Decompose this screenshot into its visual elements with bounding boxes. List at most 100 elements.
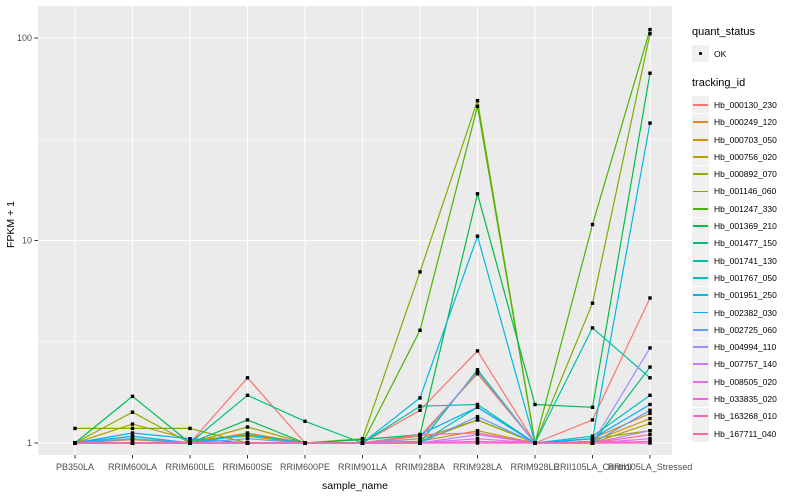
legend-entry-label: Hb_000892_070 — [714, 169, 777, 180]
line-swatch-icon — [692, 182, 709, 200]
line-chart: 1 10 100 PB350LA RRIM600LA RRIM600LE RRIM600SE… — [5, 6, 692, 492]
legend-entry-Hb_001951_250: Hb_001951_250 — [692, 286, 798, 304]
line-swatch-icon — [692, 148, 709, 166]
data-point — [590, 301, 595, 305]
legend-entry-Hb_000703_050: Hb_000703_050 — [692, 131, 798, 149]
y-tick-label: 10 — [22, 236, 32, 246]
data-point — [245, 425, 250, 429]
data-point — [648, 408, 652, 412]
data-point — [360, 441, 365, 445]
data-point — [590, 434, 595, 438]
line-swatch-icon — [692, 200, 709, 218]
data-point — [418, 437, 422, 441]
data-point — [590, 418, 595, 422]
line-swatch-icon — [692, 355, 709, 373]
y-axis-title: FPKM + 1 — [5, 201, 17, 248]
data-point — [245, 418, 250, 422]
x-tick-label: RRIM600LE — [165, 462, 214, 472]
data-point — [245, 432, 250, 437]
legend-entry-label: Hb_002725_060 — [714, 324, 777, 335]
data-point — [130, 422, 135, 426]
legend-entry-label: Hb_000249_120 — [714, 117, 777, 128]
legend-entry-label: Hb_001146_060 — [714, 186, 777, 197]
legend-entry-Hb_001247_330: Hb_001247_330 — [692, 200, 798, 218]
data-point — [648, 432, 652, 437]
legend-key-ok — [692, 45, 709, 63]
legend-entry-label: Hb_001247_330 — [714, 203, 777, 214]
plot-panel-background — [38, 6, 672, 455]
legend-entry-label: Hb_163268_010 — [714, 411, 777, 422]
data-point — [303, 419, 307, 423]
legend-entry-label: Hb_007757_140 — [714, 359, 777, 370]
data-point — [418, 396, 422, 400]
data-point — [590, 441, 595, 445]
data-point — [475, 431, 480, 435]
legend-entry-Hb_002382_030: Hb_002382_030 — [692, 304, 798, 321]
data-point — [648, 402, 652, 407]
legend-entry-Hb_001741_130: Hb_001741_130 — [692, 252, 798, 270]
data-point — [648, 27, 652, 32]
line-swatch-icon — [692, 96, 709, 114]
x-tick-label: RRIM600PE — [280, 462, 330, 472]
legend-entry-ok-label: OK — [714, 48, 727, 59]
line-swatch-icon — [692, 390, 709, 408]
x-tick-label: RRII105LA_Control — [553, 462, 631, 472]
legend-entry-Hb_007757_140: Hb_007757_140 — [692, 355, 798, 373]
data-point — [188, 426, 192, 431]
data-point — [245, 376, 250, 380]
legend: quant_status OK tracking_id Hb_000130_23… — [692, 26, 798, 443]
legend-entry-Hb_000756_020: Hb_000756_020 — [692, 148, 798, 166]
line-swatch-icon — [692, 321, 709, 339]
legend-entry-Hb_002725_060: Hb_002725_060 — [692, 321, 798, 339]
data-point — [130, 434, 135, 438]
line-swatch-icon — [692, 286, 709, 304]
point-marker-icon — [698, 51, 703, 56]
data-point — [475, 192, 480, 196]
data-point — [130, 431, 135, 435]
legend-entry-ok: OK — [692, 45, 798, 63]
data-point — [303, 441, 307, 445]
x-tick-label: PB350LA — [56, 462, 94, 472]
legend-title-tracking-id: tracking_id — [692, 77, 746, 90]
data-point — [418, 328, 422, 332]
line-swatch-icon — [692, 269, 709, 287]
legend-entry-Hb_004994_110: Hb_004994_110 — [692, 338, 798, 356]
data-point — [188, 441, 192, 445]
legend-entry-Hb_000249_120: Hb_000249_120 — [692, 113, 798, 131]
data-point — [475, 372, 480, 376]
legend-entry-label: Hb_008505_020 — [714, 376, 777, 387]
line-swatch-icon — [692, 252, 709, 270]
legend-entry-Hb_163268_010: Hb_163268_010 — [692, 407, 798, 425]
data-point — [590, 437, 595, 441]
legend-entry-Hb_001477_150: Hb_001477_150 — [692, 234, 798, 252]
data-point — [648, 437, 652, 441]
legend-entry-label: Hb_167711_040 — [714, 428, 777, 439]
data-point — [130, 441, 135, 445]
line-swatch-icon — [692, 373, 709, 391]
data-point — [73, 441, 77, 445]
data-point — [418, 404, 422, 408]
data-point — [590, 326, 595, 330]
data-point — [648, 32, 652, 36]
data-point — [475, 418, 480, 422]
legend-entry-label: Hb_001477_150 — [714, 238, 777, 249]
data-point — [533, 441, 537, 445]
line-swatch-icon — [692, 131, 709, 149]
legend-entry-Hb_001369_210: Hb_001369_210 — [692, 217, 798, 235]
x-tick-label: RRIM600LA — [108, 462, 157, 472]
data-point — [475, 437, 480, 441]
axis-ticks — [34, 37, 651, 459]
legend-tracking-id-entries: Hb_000130_230 Hb_000249_120 Hb_000703_050 H… — [692, 96, 798, 443]
data-point — [648, 411, 652, 416]
data-point — [475, 441, 480, 445]
legend-entry-label: Hb_000756_020 — [714, 151, 777, 162]
data-point — [130, 394, 135, 398]
data-point — [648, 296, 652, 300]
legend-entry-Hb_000130_230: Hb_000130_230 — [692, 96, 798, 114]
gridlines — [38, 6, 672, 455]
data-point — [648, 121, 652, 125]
legend-entry-label: Hb_000703_050 — [714, 134, 777, 145]
line-swatch-icon — [692, 425, 709, 443]
line-swatch-icon — [692, 407, 709, 425]
